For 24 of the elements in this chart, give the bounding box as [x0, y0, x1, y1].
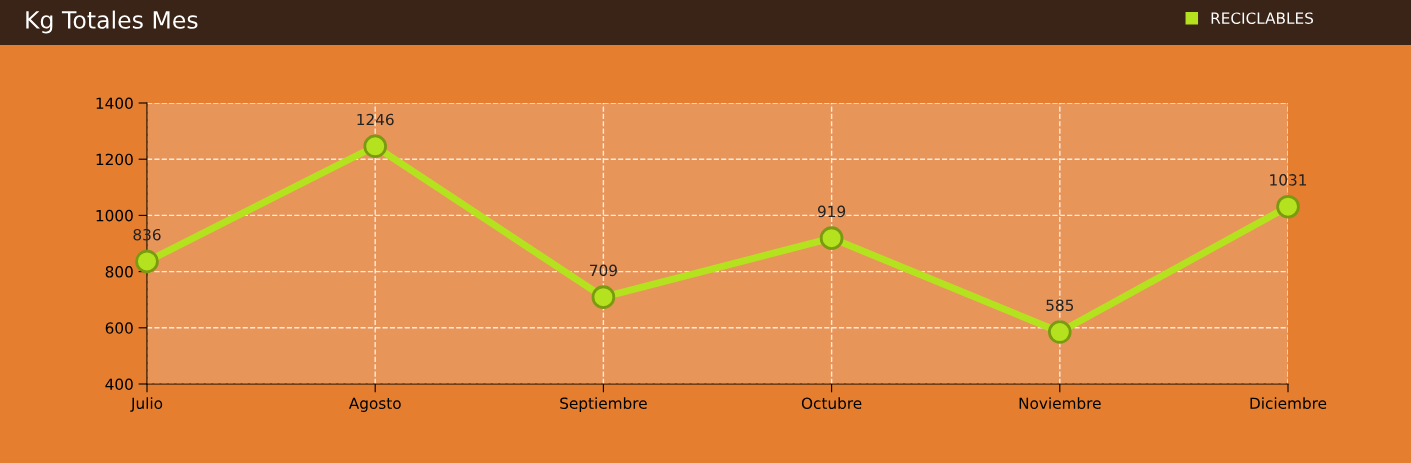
- chart-title: Kg Totales Mes: [26, 10, 198, 34]
- x-tick-label: Octubre: [801, 397, 862, 410]
- point: [1047, 320, 1072, 344]
- point: [591, 285, 616, 309]
- data-label: 1031: [1270, 174, 1307, 186]
- y-tick-label: 1200: [96, 153, 133, 166]
- point: [135, 249, 159, 274]
- x-tick-label: Septiembre: [560, 397, 647, 412]
- legend-label: RECICLABLES: [1211, 12, 1314, 24]
- x-tick-label: Diciembre: [1250, 397, 1327, 410]
- point: [1276, 194, 1300, 219]
- point: [363, 134, 388, 159]
- x-tick-label: Julio: [130, 397, 163, 412]
- data-label: 585: [1046, 299, 1074, 311]
- data-label: 1246: [357, 113, 394, 126]
- y-tick-label: 1000: [96, 209, 133, 222]
- x-tick-label: Noviembre: [1019, 397, 1101, 410]
- x-tick-label: Agosto: [348, 397, 401, 412]
- data-label: 919: [817, 205, 846, 218]
- y-tick-label: 800: [105, 266, 133, 278]
- y-tick-label: 1400: [96, 97, 133, 110]
- point: [819, 226, 844, 250]
- y-tick-label: 400: [105, 378, 133, 391]
- y-tick-label: 600: [105, 322, 133, 334]
